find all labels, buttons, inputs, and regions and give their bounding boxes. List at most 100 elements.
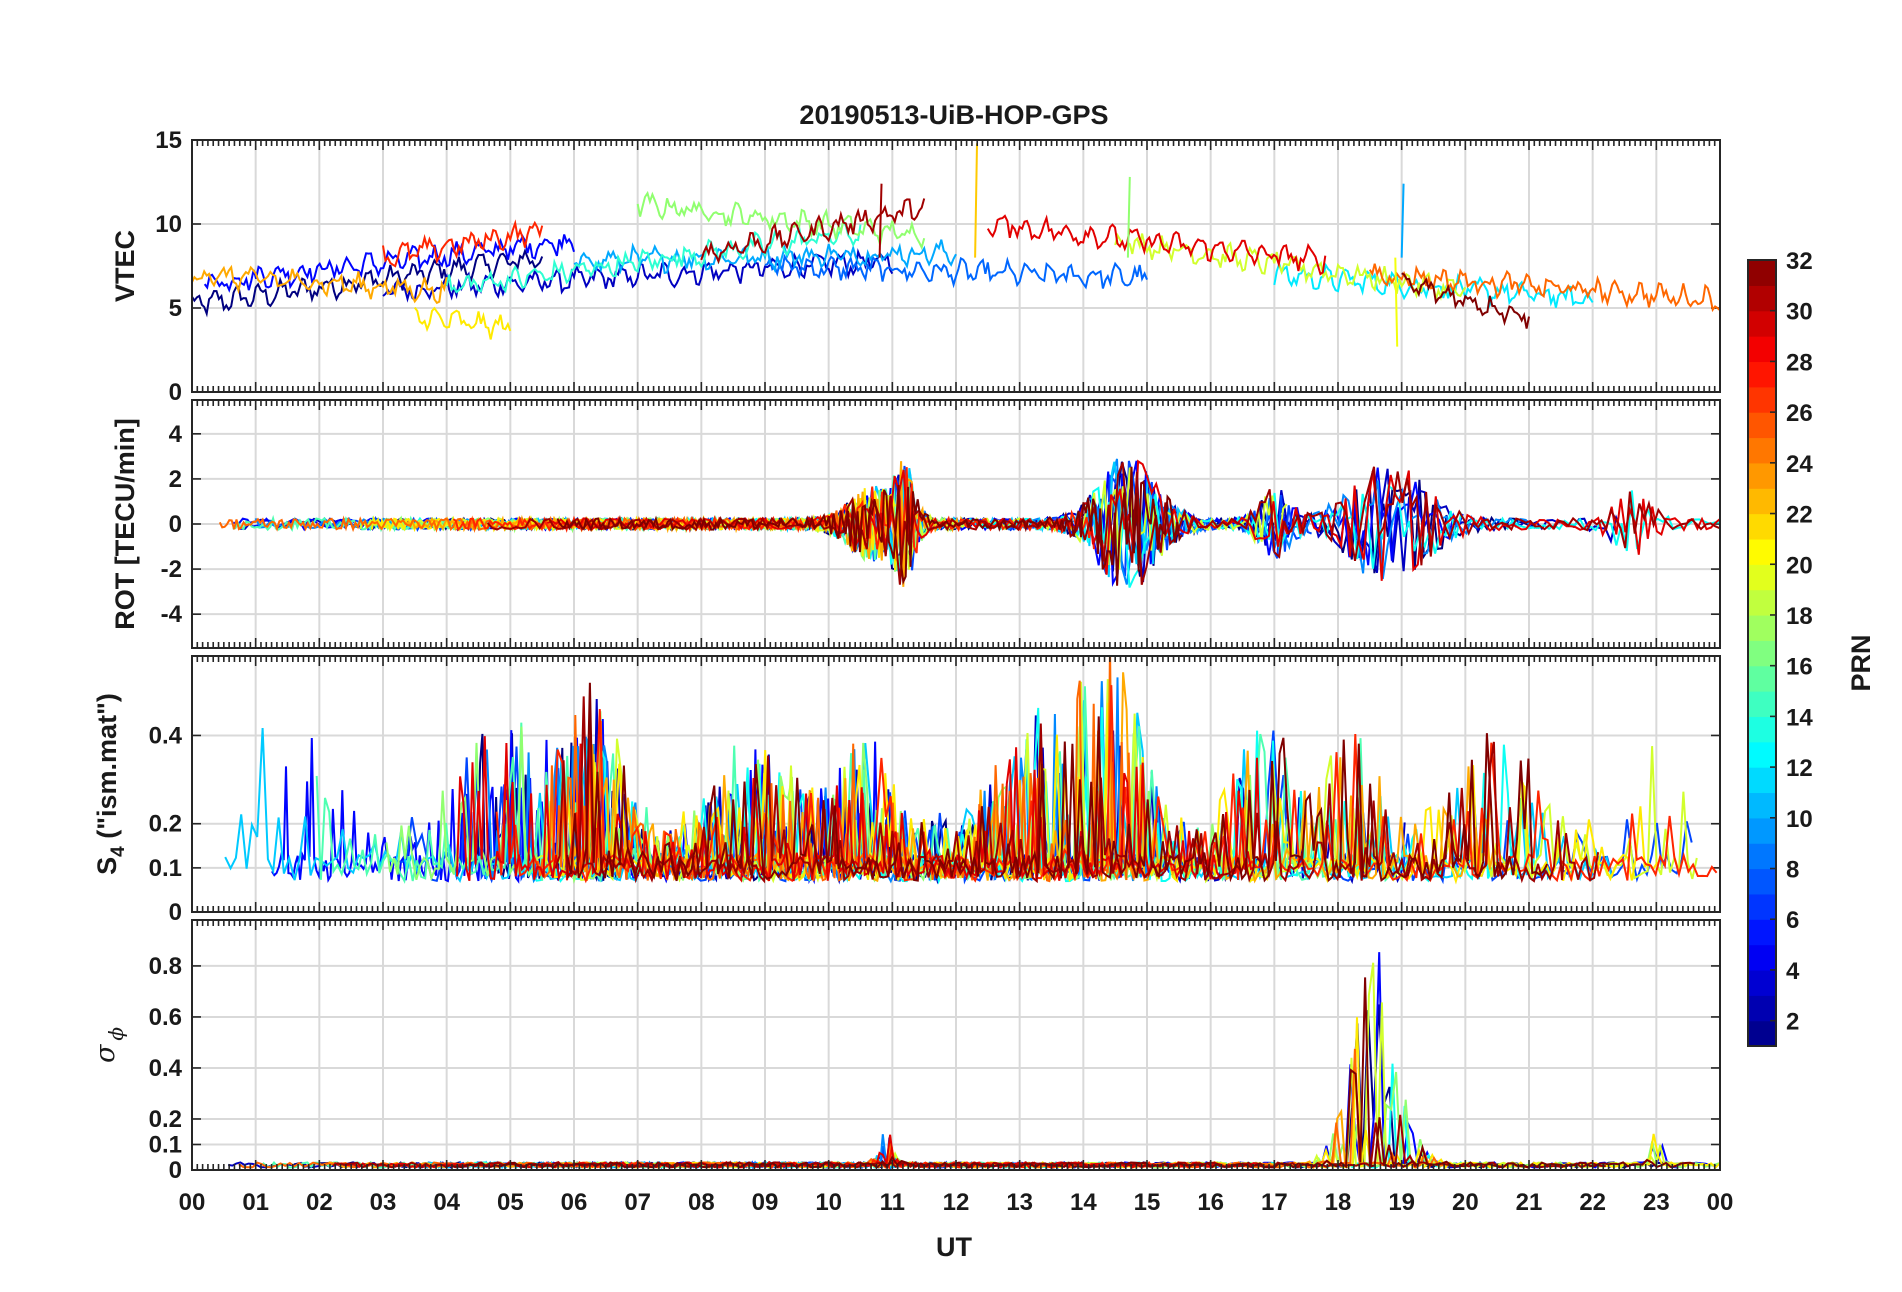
series-prn-27 xyxy=(452,467,1095,554)
x-tick-label: 18 xyxy=(1325,1189,1352,1216)
colorbar-segment xyxy=(1748,462,1776,489)
y-axis-label: σϕ xyxy=(90,1027,128,1063)
x-tick-label: 00 xyxy=(1707,1189,1734,1216)
colorbar-tick-label: 22 xyxy=(1786,502,1813,529)
colorbar-segment xyxy=(1748,614,1776,641)
y-axis-label: S4 ("ism.mat") xyxy=(92,693,129,875)
y-axis-label-sub: ϕ xyxy=(104,1027,128,1041)
y-tick-label: -2 xyxy=(161,556,182,583)
y-axis-label-main: σ xyxy=(90,1043,121,1063)
colorbar-segment xyxy=(1748,513,1776,540)
y-axis-label-sub: 4 xyxy=(108,846,129,857)
x-tick-label: 10 xyxy=(815,1189,842,1216)
y-tick-label: 5 xyxy=(169,295,182,322)
series-prn-31 xyxy=(486,462,1720,585)
y-tick-label: 0.2 xyxy=(149,1106,182,1133)
y-tick-label: 0.4 xyxy=(149,1055,183,1082)
colorbar-segment xyxy=(1748,817,1776,844)
colorbar-segment xyxy=(1748,589,1776,616)
colorbar-segment xyxy=(1748,665,1776,692)
series-group xyxy=(228,952,1720,1170)
y-tick-label: 0 xyxy=(169,379,182,406)
colorbar-segment xyxy=(1748,868,1776,895)
series-prn-5 xyxy=(471,952,1720,1169)
chart-title: 20190513-UiB-HOP-GPS xyxy=(799,100,1108,130)
y-tick-label: 4 xyxy=(169,421,183,448)
series-group xyxy=(224,656,1718,885)
colorbar-segment xyxy=(1748,944,1776,971)
y-tick-label: 0 xyxy=(169,899,182,926)
colorbar-tick-label: 28 xyxy=(1786,349,1813,376)
series-prn-27 xyxy=(382,219,544,268)
x-tick-label: 16 xyxy=(1197,1189,1224,1216)
panel-sigphi: 00.10.2 0.4 0.6 0.8 σϕ xyxy=(90,919,1721,1184)
series-prn-25 xyxy=(534,656,1144,883)
x-tick-label: 03 xyxy=(370,1189,397,1216)
series-prn-29 xyxy=(986,214,1327,276)
series-prn-32 xyxy=(556,466,1183,586)
series-prn-32 xyxy=(566,682,1549,883)
series-group xyxy=(192,143,1720,347)
x-axis-label: UT xyxy=(936,1232,972,1262)
colorbar-label: PRN xyxy=(1846,634,1876,691)
series-prn-19 xyxy=(555,962,1687,1169)
colorbar-segment xyxy=(1748,564,1776,591)
colorbar-segment xyxy=(1748,919,1776,946)
x-tick-label: 11 xyxy=(880,1189,905,1216)
x-tick-label: 08 xyxy=(688,1189,715,1216)
colorbar-segment xyxy=(1748,640,1776,667)
colorbar-segment xyxy=(1748,386,1776,413)
x-tick-label: 00 xyxy=(179,1189,206,1216)
series-prn-8 xyxy=(764,253,1148,290)
series-prn-1 xyxy=(293,1004,1684,1169)
series-spike xyxy=(1400,183,1405,258)
colorbar-tick-label: 32 xyxy=(1786,248,1813,275)
series-spike xyxy=(974,143,979,258)
series-prn-25 xyxy=(218,510,840,538)
colorbar-tick-label: 2 xyxy=(1786,1009,1799,1036)
y-tick-label: 0.6 xyxy=(149,1004,182,1031)
colorbar-segment xyxy=(1748,716,1776,743)
colorbar-tick-label: 8 xyxy=(1786,857,1799,884)
colorbar-segment xyxy=(1748,691,1776,717)
series-prn-14 xyxy=(445,218,862,294)
colorbar-segment xyxy=(1748,538,1776,565)
colorbar-segment xyxy=(1748,285,1776,312)
colorbar-segment xyxy=(1748,969,1776,996)
x-tick-label: 07 xyxy=(624,1189,651,1216)
colorbar-segment xyxy=(1748,741,1776,768)
y-tick-label: -4 xyxy=(161,601,183,628)
x-tick-label: 21 xyxy=(1516,1189,1543,1216)
colorbar-tick-label: 24 xyxy=(1786,451,1813,478)
series-prn-31 xyxy=(700,198,926,265)
x-tick-label: 02 xyxy=(306,1189,333,1216)
panel-rot: -4 -2 0 2 4 ROT [TECU/min] xyxy=(110,399,1721,649)
colorbar-segment xyxy=(1748,336,1776,363)
y-tick-label: 0 xyxy=(169,1157,182,1184)
y-axis-label: ROT [TECU/min] xyxy=(110,418,140,629)
x-tick-label: 04 xyxy=(433,1189,460,1216)
series-prn-23 xyxy=(192,264,448,305)
x-tick-label: 13 xyxy=(1006,1189,1033,1216)
colorbar-segment xyxy=(1748,843,1776,870)
colorbar-segment xyxy=(1748,893,1776,920)
y-axis-label-main: S xyxy=(92,857,122,875)
y-tick-label: 0 xyxy=(169,511,182,538)
colorbar-tick-label: 30 xyxy=(1786,299,1813,326)
x-tick-label: 12 xyxy=(943,1189,970,1216)
colorbar-tick-label: 10 xyxy=(1786,806,1813,833)
colorbar-segment xyxy=(1748,792,1776,819)
colorbar-tick-label: 4 xyxy=(1786,958,1800,985)
x-tick-label: 15 xyxy=(1134,1189,1161,1216)
series-spike xyxy=(1126,176,1131,258)
panels: 0 5 10 15 VTEC -4 -2 02 4 ROT [TECU/min] 00.10.20.… xyxy=(90,127,1733,1216)
colorbar-segment xyxy=(1748,412,1776,439)
y-axis-label: VTEC xyxy=(110,230,140,302)
panel-s4: 0 0.1 0.2 0.4 S4 ("ism.mat") xyxy=(92,655,1721,926)
colorbar-segment xyxy=(1748,995,1776,1022)
series-spike xyxy=(1394,257,1399,347)
colorbar-segment xyxy=(1748,260,1776,286)
series-prn-13 xyxy=(373,483,1720,588)
